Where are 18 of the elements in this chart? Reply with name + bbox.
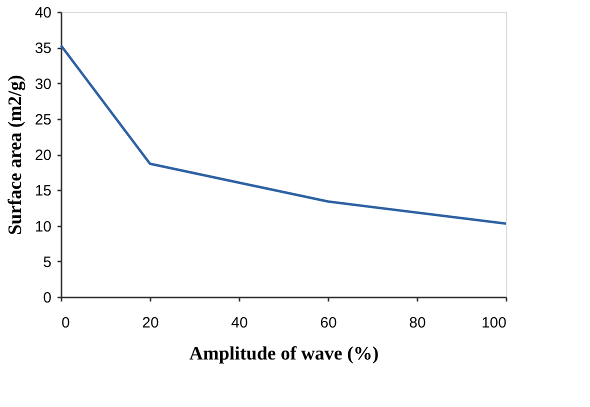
y-tick-label: 25 <box>34 111 52 128</box>
y-axis-title: Surface area (m2/g) <box>4 74 26 236</box>
y-tick-label: 15 <box>34 182 52 200</box>
x-axis-title: Amplitude of wave (%) <box>189 344 379 364</box>
y-tick-label: 0 <box>43 290 52 306</box>
y-tick-label: 30 <box>34 76 52 93</box>
y-tick-label: 35 <box>34 40 52 58</box>
x-tick-label: 80 <box>409 314 426 332</box>
x-tick-label: 100 <box>481 314 506 332</box>
y-tick-label: 10 <box>34 218 52 236</box>
y-tick-label: 20 <box>34 147 52 164</box>
y-tick-label: 5 <box>43 254 52 271</box>
x-tick-label: 20 <box>142 314 159 332</box>
y-tick-label: 40 <box>34 4 52 22</box>
x-tick-label: 0 <box>62 314 70 332</box>
x-tick-label: 40 <box>231 314 248 332</box>
line-series <box>60 44 508 225</box>
x-tick-label: 60 <box>320 314 337 332</box>
